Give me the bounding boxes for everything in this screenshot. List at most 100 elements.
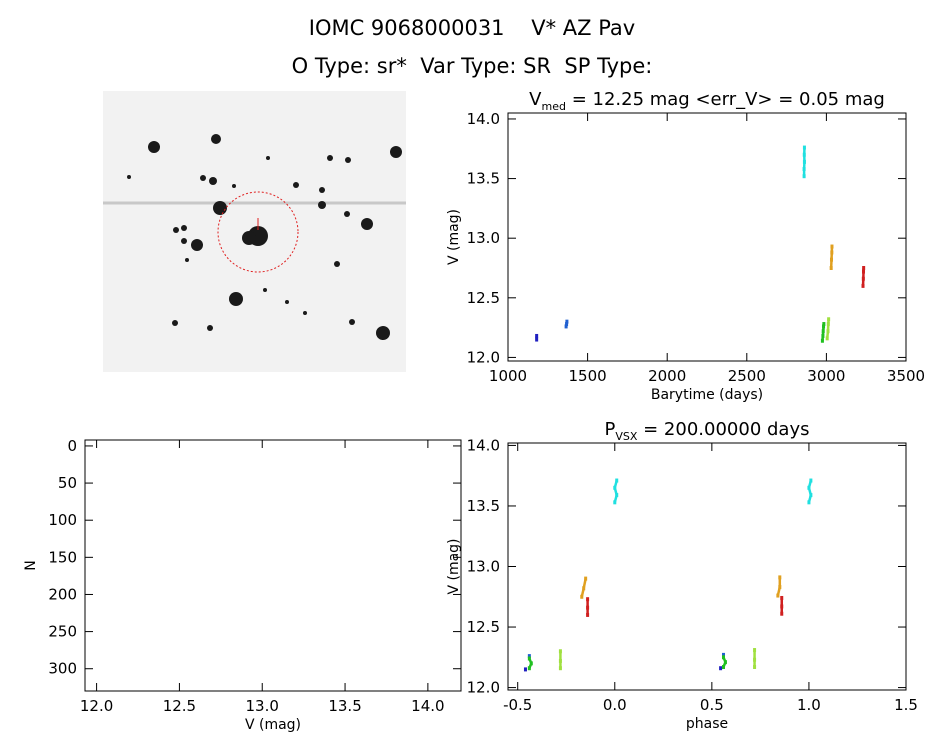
y-tick-label: 50: [58, 474, 77, 492]
x-tick-label: 1.0: [797, 696, 821, 714]
finder-star: [327, 155, 333, 161]
finder-star: [229, 292, 243, 306]
x-tick-label: 2500: [728, 367, 766, 385]
data-point: [527, 654, 531, 659]
histogram-plot: 12.0 12.5 13.0 13.5 14.0 0 50 100 150 200 250 300 V …: [23, 437, 462, 733]
x-tick-label: 1500: [569, 367, 607, 385]
y-tick-label: 250: [48, 623, 77, 641]
lightcurve-plot: 1000 1500 2000 2500 3000 3500 12.0 12.5 13.0 13.5…: [446, 89, 925, 403]
y-tick-label: 14.0: [467, 110, 500, 128]
target-circle: [217, 191, 299, 273]
y-tick-label: 0: [67, 437, 77, 455]
finder-stars: [127, 134, 402, 340]
y-axis-label: N: [23, 560, 39, 570]
data-track: [825, 331, 830, 339]
x-tick-label: 12.0: [80, 697, 113, 715]
y-tick-label: 300: [48, 660, 77, 678]
finder-star: [345, 157, 351, 163]
finder-star: [285, 300, 289, 304]
finder-star: [232, 184, 236, 188]
y-tick-label: 12.5: [467, 618, 500, 636]
finder-star: [148, 141, 160, 153]
plot-title-main: V: [529, 89, 542, 110]
phased-plot: -0.5 0.0 0.5 1.0 1.5 12.0 12.5 13.0 13.5 14.0 phas…: [446, 419, 918, 732]
finder-star: [263, 288, 267, 292]
plot-title-rest: = 12.25 mag <err_V> = 0.05 mag: [566, 89, 885, 110]
x-tick-label: 12.5: [163, 697, 196, 715]
plot-title: Vmed = 12.25 mag <err_V> = 0.05 mag: [529, 89, 885, 113]
finder-chart: [103, 91, 406, 372]
x-axis-label: Barytime (days): [651, 387, 763, 403]
x-tick-label: 3500: [887, 367, 925, 385]
x-tick-label: 13.0: [246, 697, 279, 715]
data-track: [722, 656, 727, 663]
object-title: IOMC 9068000031 V* AZ Pav: [308, 16, 636, 40]
data-track: [528, 662, 533, 669]
y-tick-label: 12.0: [467, 348, 500, 366]
finder-star: [207, 325, 213, 331]
y-tick-label: 13.0: [467, 558, 500, 576]
data-track: [807, 494, 813, 503]
finder-star: [191, 239, 203, 251]
y-tick-label: 13.5: [467, 170, 500, 188]
y-tick-label: 13.5: [467, 497, 500, 515]
y-axis-label: V (mag): [446, 209, 462, 265]
finder-star: [318, 201, 326, 209]
y-tick-label: 13.0: [467, 229, 500, 247]
y-tick-label: 12.5: [467, 289, 500, 307]
plot-title-subscript: VSX: [615, 430, 638, 443]
finder-star: [209, 177, 217, 185]
data-track: [807, 487, 813, 496]
data-track: [613, 494, 618, 503]
finder-star: [390, 146, 402, 158]
plot-frame: [84, 439, 462, 692]
x-tick-label: 1.5: [894, 696, 918, 714]
plot-frame: [507, 112, 907, 362]
y-tick-label: 150: [48, 548, 77, 566]
data-track: [582, 578, 587, 589]
finder-star: [349, 319, 355, 325]
data-track: [776, 586, 782, 596]
data-point: [719, 666, 723, 671]
y-tick-label: 12.0: [467, 679, 500, 697]
finder-star: [319, 187, 325, 193]
plot-title-subscript: med: [542, 100, 566, 113]
y-tick-label: 100: [48, 511, 77, 529]
object-type-line: O Type: sr* Var Type: SR SP Type:: [291, 54, 653, 78]
finder-star: [334, 261, 340, 267]
x-tick-label: 13.5: [328, 697, 361, 715]
finder-star: [181, 238, 187, 244]
finder-star: [293, 182, 299, 188]
finder-star: [200, 175, 206, 181]
data-point: [722, 652, 726, 657]
x-tick-label: 3000: [807, 367, 845, 385]
finder-star: [266, 156, 270, 160]
x-tick-label: 14.0: [411, 697, 444, 715]
plot-frame: [507, 442, 907, 691]
finder-star: [181, 225, 187, 231]
finder-star: [242, 231, 256, 245]
finder-star: [344, 211, 350, 217]
data-track: [613, 487, 618, 496]
data-track: [807, 480, 813, 489]
finder-star: [376, 326, 390, 340]
x-axis-label: V (mag): [245, 717, 301, 733]
finder-star: [185, 258, 189, 262]
data-track: [580, 588, 585, 598]
x-tick-label: 0.5: [700, 696, 724, 714]
x-tick-label: 1000: [489, 367, 527, 385]
finder-star: [361, 218, 373, 230]
finder-star: [173, 227, 179, 233]
plot-title-rest: = 200.00000 days: [637, 419, 809, 440]
data-point: [523, 667, 527, 672]
y-tick-label: 200: [48, 585, 77, 603]
finder-star: [172, 320, 178, 326]
plot-title-main: P: [605, 419, 616, 440]
data-track: [613, 480, 618, 489]
x-tick-label: 0.0: [603, 696, 627, 714]
x-axis-label: phase: [686, 716, 728, 732]
finder-star: [213, 201, 227, 215]
x-tick-label: -0.5: [503, 696, 532, 714]
data-track: [528, 658, 533, 664]
